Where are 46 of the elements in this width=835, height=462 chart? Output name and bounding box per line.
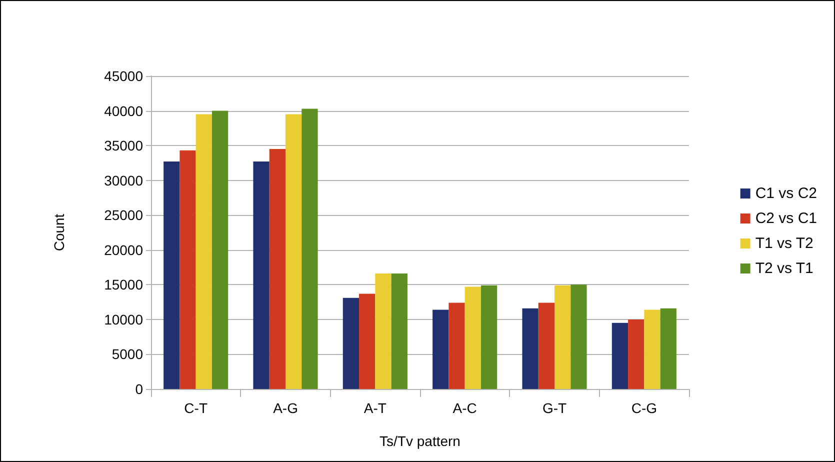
bar bbox=[269, 149, 286, 389]
x-tick-label: A-T bbox=[364, 400, 387, 416]
bar bbox=[464, 286, 481, 389]
bar bbox=[628, 319, 644, 389]
x-tick-label: G-T bbox=[542, 400, 567, 416]
y-tick-label: 35000 bbox=[104, 138, 144, 154]
legend-label: C1 vs C2 bbox=[755, 185, 818, 202]
y-tick-label: 5000 bbox=[112, 346, 144, 362]
bar bbox=[522, 308, 538, 389]
y-axis-title: Count bbox=[51, 214, 67, 252]
y-tick-label: 0 bbox=[135, 381, 144, 397]
bar bbox=[196, 114, 212, 389]
y-tick-label: 45000 bbox=[104, 68, 144, 84]
bar bbox=[570, 284, 587, 389]
y-tick-label: 25000 bbox=[104, 207, 144, 224]
bar bbox=[448, 302, 465, 389]
bar bbox=[554, 285, 571, 389]
legend-label: C2 vs C1 bbox=[755, 210, 818, 227]
x-axis-title: Ts/Tv pattern bbox=[380, 433, 460, 449]
bar bbox=[644, 310, 660, 389]
bar bbox=[612, 322, 628, 389]
x-tick-label: C-G bbox=[631, 400, 658, 416]
y-tick-label: 30000 bbox=[104, 172, 144, 188]
x-tick-label: C-T bbox=[184, 400, 208, 416]
bar bbox=[480, 285, 498, 389]
bar bbox=[286, 114, 302, 389]
y-tick-label: 40000 bbox=[104, 102, 144, 119]
bar bbox=[180, 150, 196, 389]
bar bbox=[538, 302, 554, 389]
bar bbox=[212, 110, 228, 389]
bar bbox=[302, 108, 318, 389]
y-tick-label: 10000 bbox=[104, 311, 144, 328]
legend-label: T2 vs T1 bbox=[755, 260, 814, 277]
bar bbox=[432, 310, 449, 389]
y-tick-label: 15000 bbox=[104, 276, 144, 293]
bar bbox=[359, 294, 376, 389]
x-tick-label: A-C bbox=[452, 400, 477, 416]
legend-label: T1 vs T2 bbox=[755, 235, 814, 252]
bar bbox=[253, 162, 270, 389]
y-tick-label: 20000 bbox=[104, 242, 144, 258]
x-tick-label: A-G bbox=[273, 400, 298, 416]
bar bbox=[342, 298, 360, 389]
bar bbox=[660, 308, 676, 389]
bar bbox=[391, 274, 408, 389]
bar bbox=[375, 274, 392, 389]
bar bbox=[164, 162, 180, 389]
